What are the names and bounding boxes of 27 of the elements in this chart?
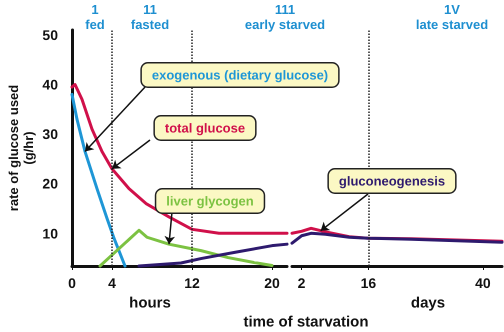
y-axis-title: rate of glucose used (g/hr) bbox=[6, 84, 36, 212]
y-tick-label: 50 bbox=[42, 26, 58, 43]
y-tick-label: 20 bbox=[42, 176, 58, 192]
x-tick-label: 2 bbox=[298, 275, 306, 291]
y-tick-label: 40 bbox=[42, 76, 58, 93]
annotation: total glucose bbox=[164, 120, 246, 136]
line-series bbox=[138, 242, 288, 268]
y-tick-label: 30 bbox=[42, 126, 58, 142]
annotation: exogenous (dietary glucose) bbox=[152, 68, 328, 82]
y-tick-label: 10 bbox=[42, 225, 58, 242]
x-tick-label: 0 bbox=[68, 275, 76, 291]
text: days bbox=[410, 294, 446, 312]
x-tick-label: 4 bbox=[108, 275, 116, 291]
annotation: 1V late starved bbox=[416, 2, 488, 32]
annotation: liver glycogen bbox=[166, 194, 254, 208]
annotation: 111 early starved bbox=[244, 2, 326, 32]
x-axis-title: time of starvation bbox=[243, 314, 369, 330]
line-series bbox=[98, 228, 274, 268]
x-tick-label: 20 bbox=[264, 275, 280, 291]
x-tick-label: 16 bbox=[360, 275, 376, 291]
text: hours bbox=[129, 294, 171, 312]
line-series bbox=[70, 92, 126, 268]
annotation: 11 fasted bbox=[130, 2, 170, 32]
annotation: gluconeogenesis bbox=[338, 174, 446, 188]
x-tick-label: 12 bbox=[184, 275, 200, 291]
annotation: 1 fed bbox=[85, 2, 105, 32]
x-tick-label: 40 bbox=[475, 275, 491, 291]
